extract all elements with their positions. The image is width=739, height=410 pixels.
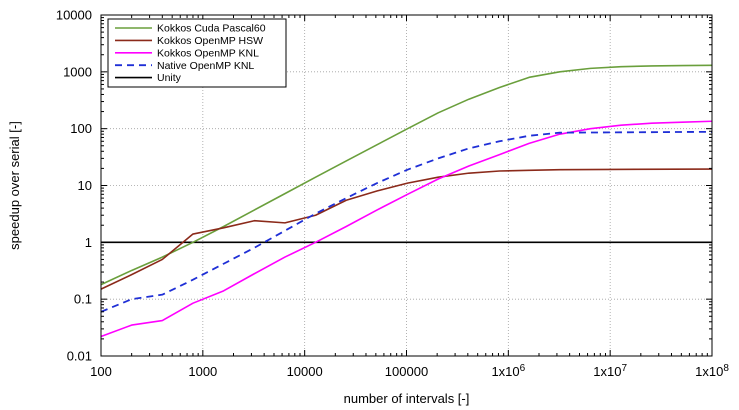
series-line-kokkos-cuda-pascal60: [100, 64, 713, 286]
y-axis-label: speedup over serial [-]: [7, 121, 22, 250]
x-tick-label: 100: [90, 364, 112, 379]
series-line-kokkos-openmp-knl: [100, 120, 713, 338]
x-tick-label: 1000: [188, 364, 217, 379]
x-tick-label: 1x108: [695, 363, 729, 379]
legend-label-native-openmp-knl: Native OpenMP KNL: [157, 60, 254, 72]
axis-ticks: [100, 14, 713, 357]
y-tick-label: 100: [70, 121, 92, 136]
x-tick-label: 1x106: [491, 363, 525, 379]
series-layer: [100, 64, 713, 338]
y-tick-label: 10: [78, 178, 92, 193]
y-tick-label: 0.01: [67, 349, 92, 364]
y-tick-label: 0.1: [74, 292, 92, 307]
x-axis-label: number of intervals [-]: [344, 391, 470, 406]
y-tick-label: 1000: [63, 64, 92, 79]
legend-label-unity: Unity: [157, 72, 182, 84]
y-tick-label: 10000: [56, 8, 92, 23]
legend-label-kokkos-openmp-hsw: Kokkos OpenMP HSW: [157, 35, 263, 47]
series-line-kokkos-openmp-hsw: [100, 168, 713, 290]
y-tick-label: 1: [85, 235, 92, 250]
x-tick-label: 100000: [385, 364, 428, 379]
x-tick-label: 1x107: [593, 363, 627, 379]
series-line-native-openmp-knl: [100, 130, 713, 313]
tick-labels: 100 1000 10000 100000 1x106 1x107 1x108 0.01 0.1…: [56, 8, 729, 380]
legend-label-kokkos-cuda-pascal60: Kokkos Cuda Pascal60: [157, 23, 266, 35]
legend-label-kokkos-openmp-knl: Kokkos OpenMP KNL: [157, 47, 259, 59]
x-tick-label: 10000: [287, 364, 323, 379]
